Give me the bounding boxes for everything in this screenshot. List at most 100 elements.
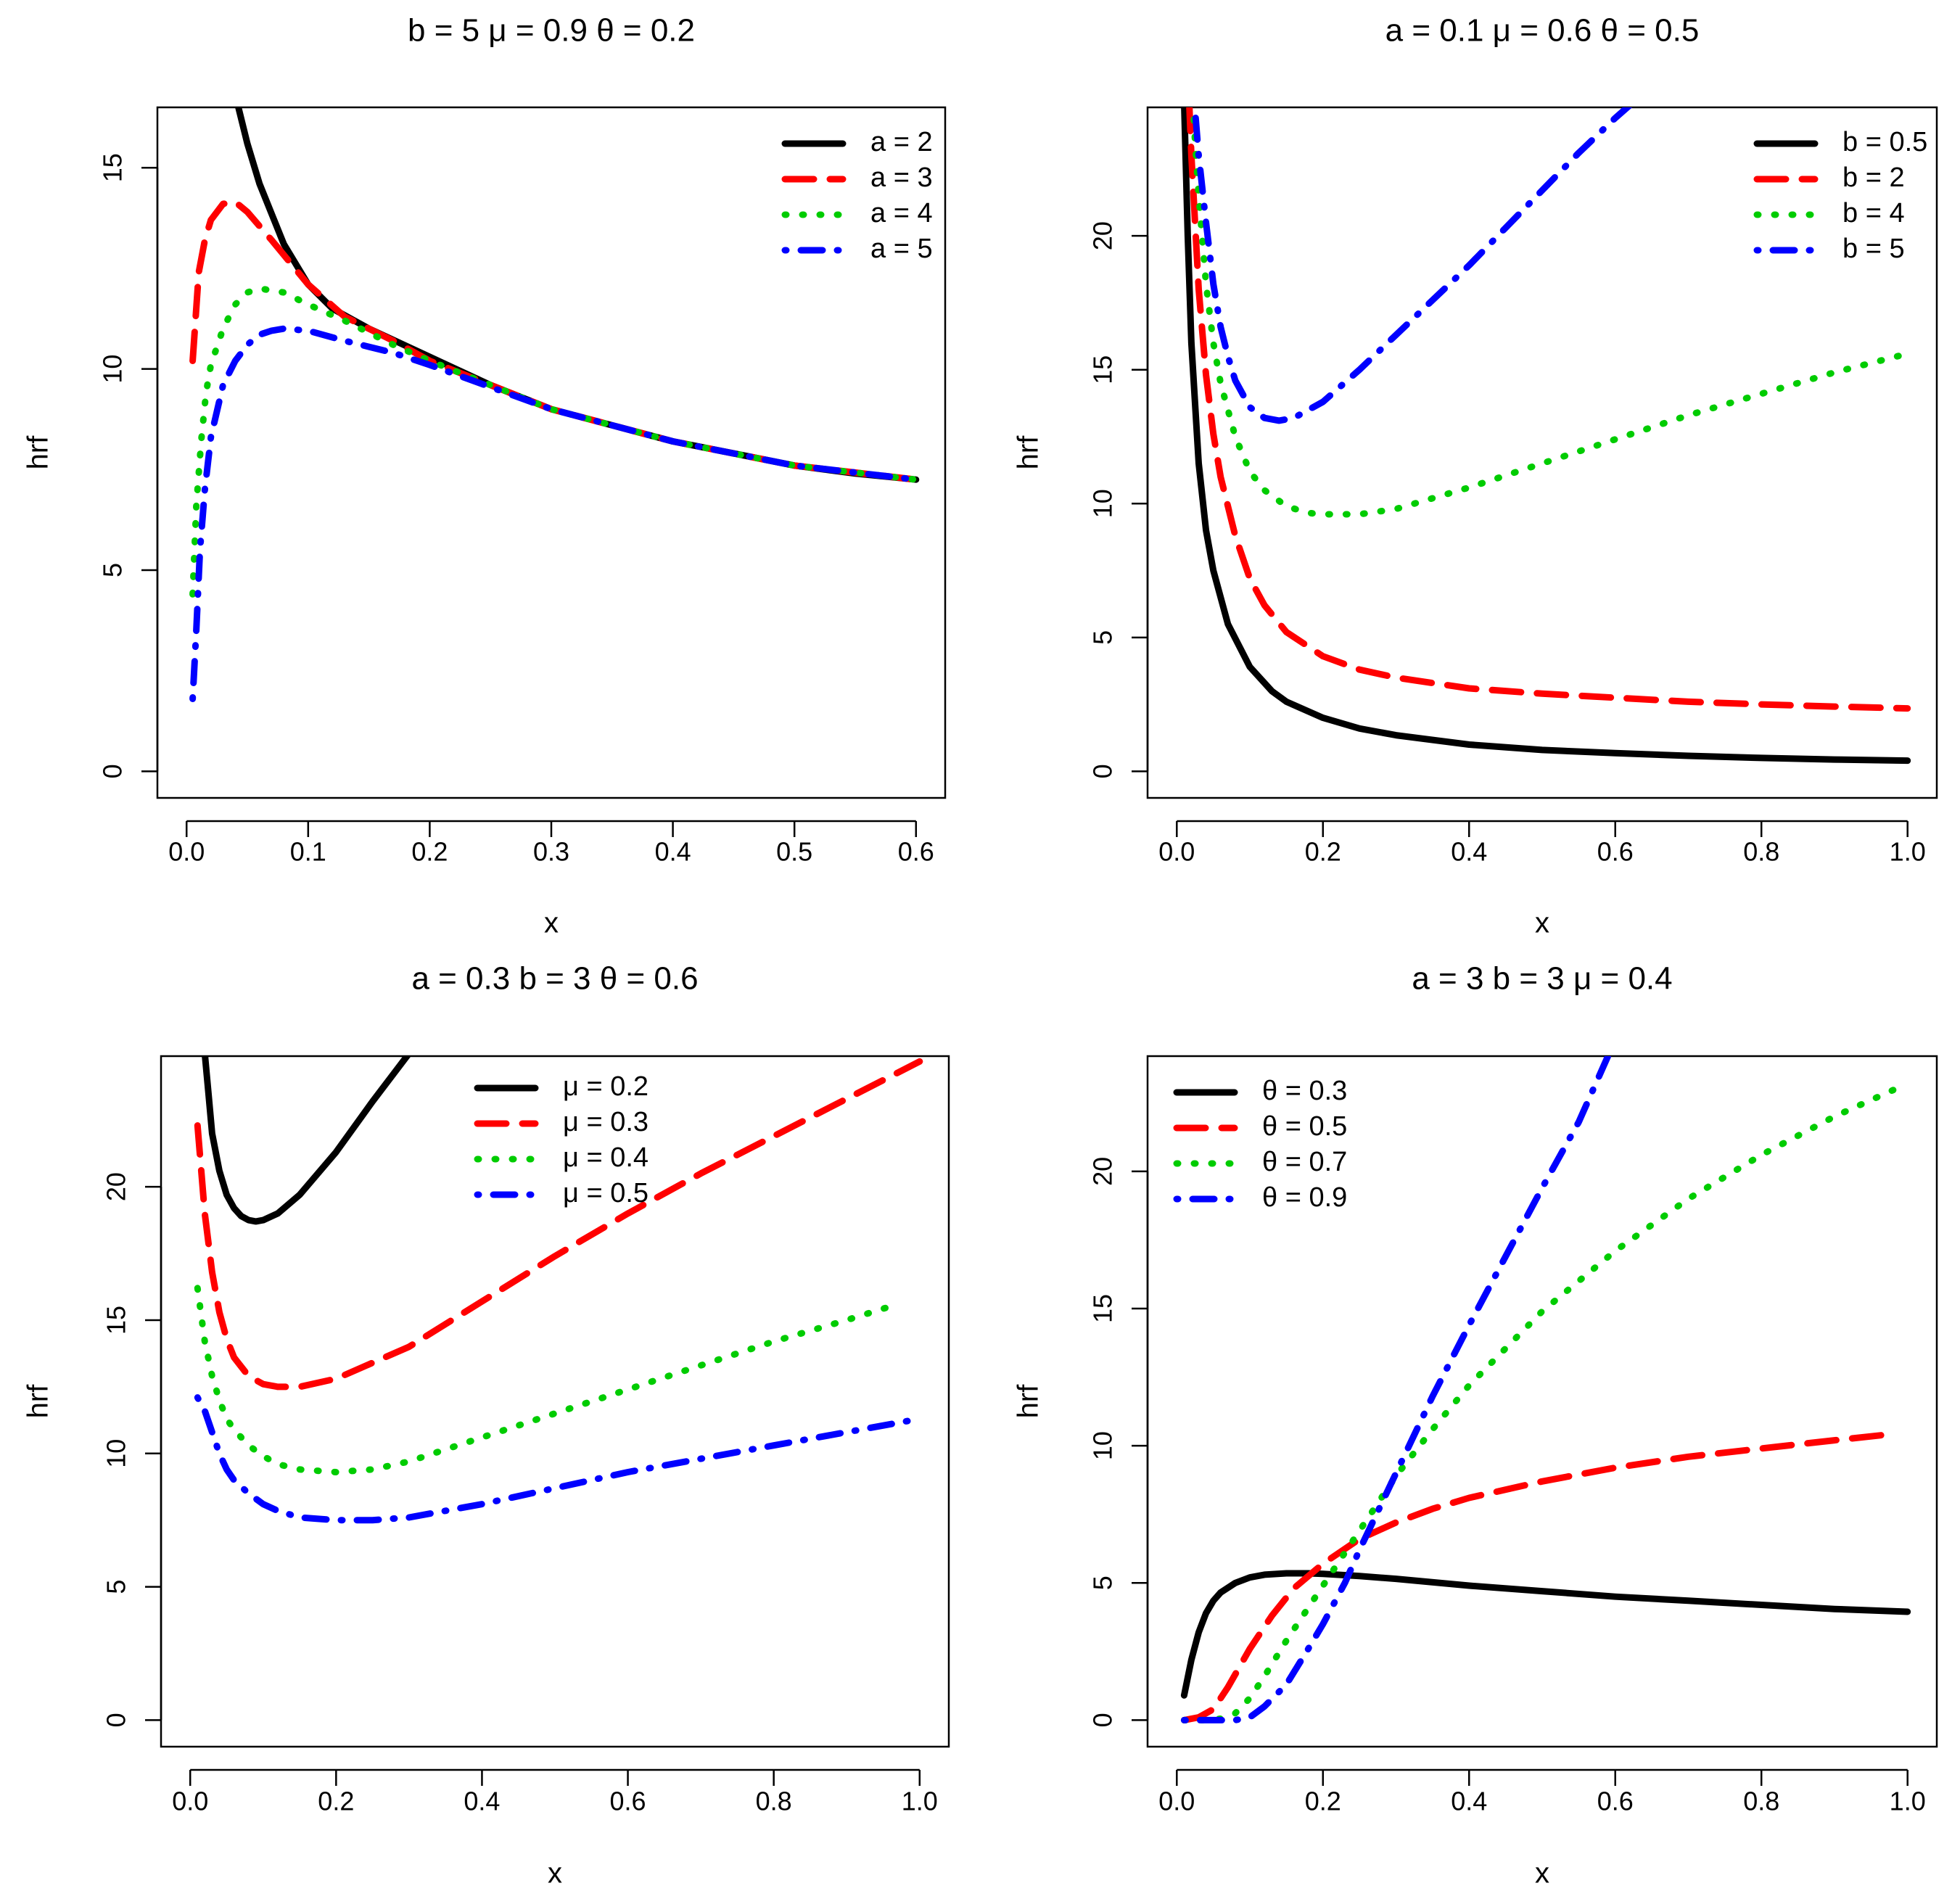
x-tick-label: 0.6 xyxy=(898,837,934,867)
series-line-3 xyxy=(1180,1080,1911,1723)
legend-label: θ = 0.3 xyxy=(1262,1076,1347,1106)
y-tick-label: 15 xyxy=(102,1306,131,1335)
series-line-4 xyxy=(189,325,920,702)
legend-label: b = 5 xyxy=(1842,234,1905,264)
y-tick-label: 5 xyxy=(102,1580,131,1594)
x-tick-label: 0.4 xyxy=(1451,1787,1487,1816)
y-axis-label: hrf xyxy=(22,435,54,470)
legend-label: b = 0.5 xyxy=(1842,127,1927,157)
legend-label: a = 4 xyxy=(870,198,933,228)
legend: b = 0.5 b = 2 b = 4 b = 5 xyxy=(1753,127,1927,264)
x-axis-label: x xyxy=(548,1858,562,1890)
x-tick-label: 1.0 xyxy=(902,1787,938,1816)
x-tick-label: 0.4 xyxy=(1451,837,1487,867)
legend-label: b = 2 xyxy=(1842,162,1905,193)
series-group xyxy=(194,1056,923,1524)
y-tick-label: 5 xyxy=(1088,1575,1118,1590)
chart-title: a = 0.3 b = 3 θ = 0.6 xyxy=(411,961,698,997)
x-tick-label: 0.2 xyxy=(1305,837,1341,867)
y-tick-label: 20 xyxy=(1088,1157,1118,1186)
legend-label: μ = 0.5 xyxy=(563,1178,648,1208)
y-tick-label: 0 xyxy=(1088,1713,1118,1727)
series-line-2 xyxy=(1186,107,1911,712)
y-tick-label: 0 xyxy=(102,1713,131,1727)
series-line-1 xyxy=(202,1056,411,1225)
plot-frame xyxy=(156,106,947,799)
legend-label: a = 5 xyxy=(870,234,933,264)
y-tick-label: 10 xyxy=(1088,1431,1118,1460)
y-tick-label: 0 xyxy=(1088,764,1118,778)
series-line-2 xyxy=(194,1058,923,1391)
y-tick-label: 15 xyxy=(1088,1294,1118,1323)
x-tick-label: 0.6 xyxy=(610,1787,646,1816)
series-line-4 xyxy=(1180,1056,1612,1723)
series-line-3 xyxy=(194,1285,902,1475)
legend-label: μ = 0.4 xyxy=(563,1142,648,1173)
y-tick-label: 0 xyxy=(98,764,128,778)
series-line-1 xyxy=(235,107,920,483)
y-tick-label: 5 xyxy=(1088,630,1118,645)
y-tick-label: 10 xyxy=(1088,489,1118,518)
x-tick-label: 0.0 xyxy=(1158,837,1195,867)
chart-panel-4: a = 3 b = 3 μ = 0.4 0.0 0.2 0.4 0.6 0.8 1.0 0 5 1… xyxy=(1013,961,1938,1890)
y-tick-label: 15 xyxy=(98,153,128,182)
chart-panel-2: a = 0.1 μ = 0.6 θ = 0.5 0.0 0.2 0.4 0.6 0.8 1.… xyxy=(1013,13,1938,939)
y-axis-label: hrf xyxy=(1013,1384,1045,1419)
x-tick-label: 0.8 xyxy=(756,1787,792,1816)
x-tick-label: 0.6 xyxy=(1597,837,1634,867)
y-axis-label: hrf xyxy=(22,1384,54,1419)
series-line-2 xyxy=(1180,1431,1889,1723)
legend: μ = 0.2 μ = 0.3 μ = 0.4 μ = 0.5 xyxy=(474,1071,648,1208)
legend: a = 2 a = 3 a = 4 a = 5 xyxy=(781,127,933,264)
x-tick-label: 0.0 xyxy=(172,1787,208,1816)
series-line-1 xyxy=(1181,107,1911,765)
legend-label: θ = 0.5 xyxy=(1262,1111,1347,1142)
series-group xyxy=(1180,1056,1911,1723)
series-line-2 xyxy=(189,198,920,483)
x-tick-label: 0.2 xyxy=(411,837,448,867)
series-line-3 xyxy=(1190,107,1911,518)
y-tick-label: 10 xyxy=(98,355,128,384)
series-line-3 xyxy=(189,285,920,598)
x-tick-label: 0.8 xyxy=(1743,837,1779,867)
x-tick-label: 1.0 xyxy=(1890,837,1926,867)
chart-title: a = 3 b = 3 μ = 0.4 xyxy=(1412,961,1672,997)
chart-panel-3: a = 0.3 b = 3 θ = 0.6 0.0 0.2 0.4 0.6 0.8 1.0 0… xyxy=(22,961,950,1890)
series-group xyxy=(1181,107,1911,765)
x-tick-label: 0.2 xyxy=(1305,1787,1341,1816)
y-tick-label: 5 xyxy=(98,563,128,577)
chart-panel-1: b = 5 μ = 0.9 θ = 0.2 0.0 0.1 0.2 0.3 0.4 0.5 0… xyxy=(22,13,947,939)
legend: θ = 0.3 θ = 0.5 θ = 0.7 θ = 0.9 xyxy=(1173,1076,1347,1213)
legend-label: θ = 0.9 xyxy=(1262,1182,1347,1213)
chart-title: b = 5 μ = 0.9 θ = 0.2 xyxy=(408,13,695,49)
x-tick-label: 1.0 xyxy=(1890,1787,1926,1816)
x-tick-label: 0.0 xyxy=(168,837,205,867)
chart-title: a = 0.1 μ = 0.6 θ = 0.5 xyxy=(1385,13,1700,49)
series-group xyxy=(189,107,920,702)
x-tick-label: 0.6 xyxy=(1597,1787,1634,1816)
x-tick-label: 0.1 xyxy=(290,837,326,867)
legend-label: a = 2 xyxy=(870,127,933,157)
x-tick-label: 0.3 xyxy=(533,837,569,867)
x-axis-label: x xyxy=(544,907,559,939)
x-tick-label: 0.0 xyxy=(1158,1787,1195,1816)
x-tick-label: 0.5 xyxy=(776,837,812,867)
x-axis-label: x xyxy=(1535,907,1549,939)
x-tick-label: 0.4 xyxy=(655,837,691,867)
series-line-4 xyxy=(1191,107,1633,424)
y-tick-label: 20 xyxy=(102,1172,131,1201)
legend-label: μ = 0.2 xyxy=(563,1071,648,1102)
legend-label: θ = 0.7 xyxy=(1262,1147,1347,1177)
plot-frame xyxy=(160,1055,950,1748)
series-line-4 xyxy=(194,1394,923,1524)
y-tick-label: 10 xyxy=(102,1439,131,1468)
y-tick-label: 20 xyxy=(1088,221,1118,250)
legend-label: a = 3 xyxy=(870,162,933,193)
y-axis-label: hrf xyxy=(1013,435,1045,470)
legend-label: μ = 0.3 xyxy=(563,1107,648,1137)
legend-label: b = 4 xyxy=(1842,198,1905,228)
y-tick-label: 15 xyxy=(1088,355,1118,384)
x-tick-label: 0.4 xyxy=(464,1787,500,1816)
x-axis-label: x xyxy=(1535,1858,1549,1890)
